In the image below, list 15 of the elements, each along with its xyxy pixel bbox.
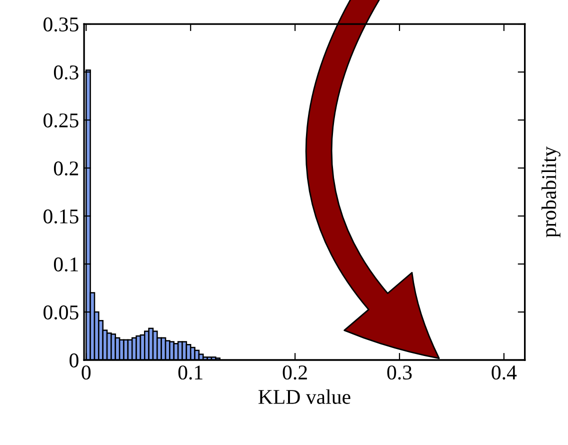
y-tick-label: 0.1 [54,257,78,272]
x-tick-label: 0.2 [282,365,307,380]
y-tick-label: 0.3 [54,65,78,80]
y-axis-title: probability [542,146,560,238]
x-tick-label: 0.1 [178,365,202,380]
y-tick-label: 0.05 [44,305,78,320]
y-tick-label: 0.15 [44,209,78,224]
y-tick-label: 0.25 [44,113,78,128]
y-tick-label: 0.2 [54,161,78,176]
y-tick-label: 0 [70,353,78,368]
x-tick-label: 0.3 [387,365,412,380]
y-tick-label: 0.35 [44,17,78,32]
x-tick-label: 0 [82,365,91,380]
x-axis-title: KLD value [258,389,350,404]
x-tick-label: 0.4 [492,365,517,380]
